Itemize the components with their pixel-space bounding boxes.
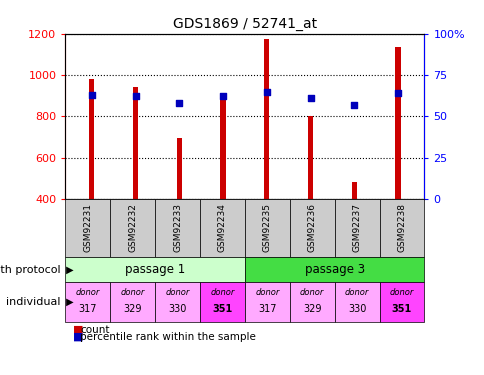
Point [175,100,183,106]
Text: donor: donor [165,288,189,297]
Text: donor: donor [344,288,368,297]
Text: 330: 330 [347,304,365,314]
Point [393,90,401,96]
Point [306,95,314,101]
Text: GSM92231: GSM92231 [83,203,92,252]
Text: GSM92232: GSM92232 [128,203,137,252]
Text: 330: 330 [168,304,186,314]
Text: percentile rank within the sample: percentile rank within the sample [80,332,256,342]
Text: count: count [80,325,109,335]
Text: individual: individual [6,297,60,307]
Text: 329: 329 [123,304,142,314]
Text: GSM92238: GSM92238 [396,203,406,252]
Point [350,102,358,108]
Text: GSM92236: GSM92236 [307,203,316,252]
Text: GSM92235: GSM92235 [262,203,272,252]
Bar [394,47,400,199]
Bar [351,182,356,199]
Text: 317: 317 [78,304,97,314]
Text: growth protocol: growth protocol [0,265,60,274]
Text: 351: 351 [391,304,411,314]
Text: 317: 317 [257,304,276,314]
Point [131,93,139,99]
Text: GSM92233: GSM92233 [173,203,182,252]
Text: passage 3: passage 3 [304,263,364,276]
Bar [176,138,182,199]
Bar [133,87,138,199]
Text: GSM92234: GSM92234 [217,203,227,252]
Text: ▶: ▶ [63,265,74,274]
Text: 351: 351 [212,304,232,314]
Point [219,93,227,99]
Bar [220,98,225,199]
Text: donor: donor [300,288,324,297]
Bar [264,39,269,199]
Bar [89,79,94,199]
Text: 329: 329 [302,304,321,314]
Title: GDS1869 / 52741_at: GDS1869 / 52741_at [172,17,317,32]
Point [262,88,270,94]
Text: ■: ■ [73,325,83,335]
Text: donor: donor [210,288,234,297]
Text: donor: donor [76,288,100,297]
Point [88,92,95,98]
Text: ■: ■ [73,332,83,342]
Text: ▶: ▶ [63,297,74,307]
Text: GSM92237: GSM92237 [352,203,361,252]
Text: passage 1: passage 1 [125,263,185,276]
Text: donor: donor [389,288,413,297]
Bar [307,116,313,199]
Text: donor: donor [255,288,279,297]
Text: donor: donor [121,288,145,297]
